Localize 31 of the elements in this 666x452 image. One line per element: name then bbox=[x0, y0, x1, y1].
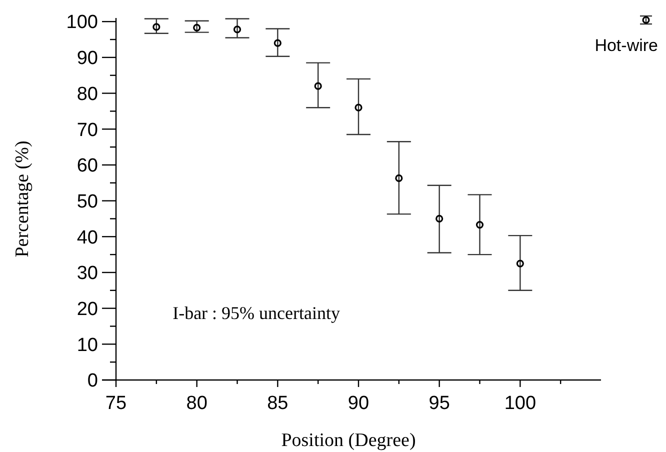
y-tick-label: 90 bbox=[76, 48, 98, 70]
y-tick-label: 70 bbox=[76, 120, 98, 141]
x-tick-label: 95 bbox=[428, 393, 450, 414]
point bbox=[314, 82, 322, 90]
y-tick-label: 80 bbox=[76, 84, 98, 105]
y-tick-label: 50 bbox=[76, 191, 98, 212]
point bbox=[354, 104, 362, 112]
y-tick-label: 60 bbox=[76, 156, 98, 177]
y-tick-label: 40 bbox=[76, 227, 98, 248]
point bbox=[395, 174, 403, 182]
point bbox=[516, 260, 524, 268]
y-tick-label: 0 bbox=[87, 370, 98, 392]
y-tick-label: 30 bbox=[76, 263, 98, 284]
x-axis-title: Position (Degree) bbox=[281, 430, 416, 451]
x-tick-label: 90 bbox=[348, 393, 370, 414]
x-tick-label: 75 bbox=[105, 393, 127, 414]
y-tick-label: 100 bbox=[66, 12, 98, 34]
point bbox=[152, 23, 160, 31]
y-axis-title: Percentage (%) bbox=[12, 140, 33, 258]
annotation: I-bar : 95% uncertainty bbox=[172, 303, 340, 324]
point bbox=[476, 221, 484, 229]
x-tick-label: 100 bbox=[504, 393, 536, 414]
point bbox=[436, 214, 444, 223]
point bbox=[274, 39, 282, 47]
x-tick-label: 85 bbox=[267, 393, 288, 414]
y-tick-label: 20 bbox=[76, 298, 98, 320]
point bbox=[233, 26, 242, 34]
y-tick-label: 10 bbox=[76, 334, 98, 356]
legend-label: Hot-wire bbox=[594, 36, 658, 55]
x-tick-label: 80 bbox=[186, 393, 208, 414]
point bbox=[193, 24, 201, 32]
